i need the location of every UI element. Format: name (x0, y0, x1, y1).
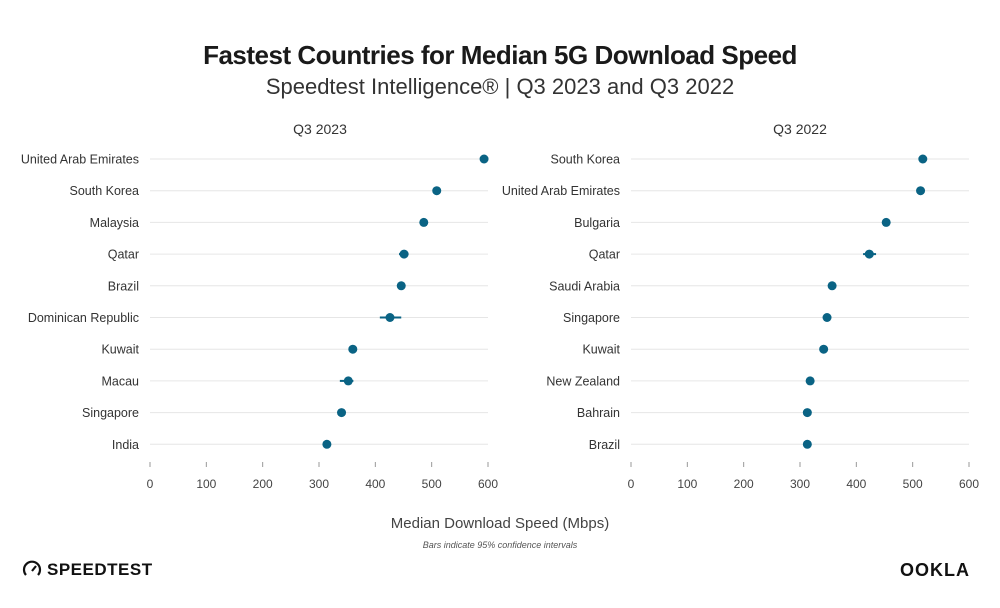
category-label: Kuwait (582, 343, 620, 357)
category-label: South Korea (70, 184, 140, 198)
data-point (419, 217, 429, 227)
chart-subtitle: Speedtest Intelligence® | Q3 2023 and Q3… (265, 74, 735, 99)
data-point (348, 344, 358, 354)
data-point (385, 313, 395, 322)
ookla-logo: OOKLA (900, 560, 970, 580)
category-label: Qatar (108, 248, 139, 262)
data-point (819, 344, 829, 354)
x-tick-label: 300 (309, 477, 329, 491)
data-point (322, 439, 332, 449)
category-label: Singapore (82, 406, 139, 420)
ci-note: Bars indicate 95% confidence intervals (422, 540, 578, 550)
x-tick-label: 500 (422, 477, 442, 491)
chart-title: Fastest Countries for Median 5G Download… (203, 40, 797, 70)
x-tick-label: 500 (903, 477, 923, 491)
category-label: Saudi Arabia (549, 279, 620, 293)
x-tick-label: 100 (196, 477, 216, 491)
data-point (399, 249, 409, 259)
category-label: Singapore (563, 311, 620, 325)
data-point (802, 439, 812, 449)
data-point (479, 154, 489, 164)
data-point (916, 186, 926, 196)
category-label: New Zealand (546, 374, 620, 388)
data-point (881, 217, 891, 227)
data-point (827, 281, 837, 291)
category-label: South Korea (551, 153, 621, 167)
category-label: Brazil (108, 279, 139, 293)
category-label: Brazil (589, 438, 620, 452)
data-point (432, 186, 442, 196)
x-tick-label: 400 (846, 477, 866, 491)
x-tick-label: 200 (734, 477, 754, 491)
speedtest-logo: SPEEDTEST (22, 560, 153, 580)
speedtest-logo-text: SPEEDTEST (47, 560, 153, 579)
x-axis-label: Median Download Speed (Mbps) (390, 515, 610, 532)
data-point (802, 408, 812, 418)
data-point (864, 249, 874, 259)
x-tick-label: 200 (253, 477, 273, 491)
x-tick-label: 600 (478, 477, 498, 491)
data-point (805, 376, 815, 386)
data-point (822, 313, 832, 322)
category-label: Kuwait (101, 343, 139, 357)
gauge-icon (22, 560, 42, 576)
x-tick-label: 0 (147, 477, 154, 491)
x-tick-label: 600 (959, 477, 979, 491)
category-label: Qatar (589, 248, 620, 262)
category-label: Dominican Republic (28, 311, 139, 325)
category-label: Malaysia (90, 216, 139, 230)
panel-title: Q3 2022 (773, 121, 827, 137)
data-point (343, 376, 353, 386)
category-label: United Arab Emirates (502, 184, 620, 198)
category-label: Macau (101, 374, 139, 388)
x-tick-label: 100 (677, 477, 697, 491)
category-label: United Arab Emirates (21, 153, 139, 167)
data-point (396, 281, 406, 291)
x-tick-label: 400 (365, 477, 385, 491)
x-tick-label: 0 (628, 477, 635, 491)
x-tick-label: 300 (790, 477, 810, 491)
category-label: Bahrain (577, 406, 620, 420)
data-point (337, 408, 347, 418)
category-label: India (112, 438, 139, 452)
data-point (918, 154, 928, 164)
category-label: Bulgaria (574, 216, 620, 230)
panel-title: Q3 2023 (293, 121, 347, 137)
